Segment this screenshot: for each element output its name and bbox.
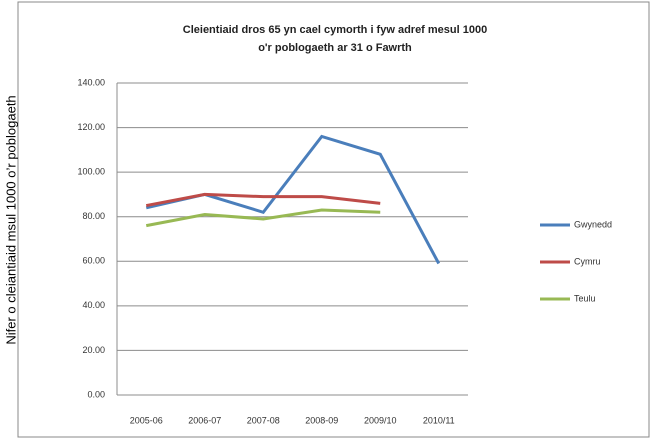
y-tick-label: 80.00 — [82, 211, 105, 221]
x-tick-label: 2007-08 — [247, 415, 280, 425]
line-series — [145, 192, 381, 208]
x-tick-label: 2006-07 — [188, 415, 221, 425]
legend-label: Gwynedd — [574, 219, 612, 229]
line-series — [145, 208, 381, 228]
x-tick-label: 2010/11 — [423, 415, 455, 425]
x-tick-label: 2009/10 — [364, 415, 397, 425]
y-tick-label: 100.00 — [77, 167, 105, 177]
y-tick-label: 120.00 — [77, 122, 105, 132]
y-tick-label: 40.00 — [82, 300, 105, 310]
legend-label: Cymru — [574, 256, 601, 266]
x-tick-label: 2005-06 — [130, 415, 163, 425]
y-axis-label: Nifer o cleiantiaid msul 1000 o’r poblog… — [3, 95, 18, 344]
y-tick-label: 20.00 — [82, 345, 105, 355]
chart-border — [17, 1, 650, 438]
chart-title: Cleientiaid dros 65 yn cael cymorth i fy… — [183, 24, 487, 54]
y-tick-label: 140.00 — [77, 77, 105, 87]
legend-label: Teulu — [574, 293, 596, 303]
y-tick-label: 60.00 — [82, 256, 105, 266]
y-tick-label: 0.00 — [87, 389, 105, 399]
x-tick-label: 2008-09 — [305, 415, 338, 425]
